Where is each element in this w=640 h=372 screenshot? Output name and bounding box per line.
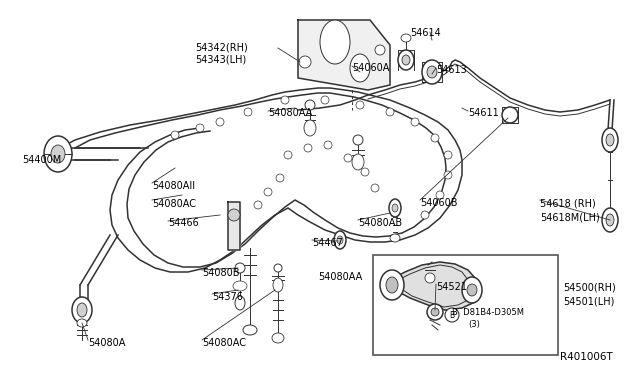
Ellipse shape xyxy=(228,209,240,221)
Ellipse shape xyxy=(51,145,65,163)
Text: 54080AC: 54080AC xyxy=(152,199,196,209)
Text: 54521: 54521 xyxy=(436,282,467,292)
Ellipse shape xyxy=(304,144,312,152)
Bar xyxy=(373,255,558,355)
Ellipse shape xyxy=(304,120,316,136)
Ellipse shape xyxy=(375,45,385,55)
Ellipse shape xyxy=(264,188,272,196)
Ellipse shape xyxy=(389,199,401,217)
Ellipse shape xyxy=(421,211,429,219)
Text: 54618 (RH): 54618 (RH) xyxy=(540,198,596,208)
Ellipse shape xyxy=(272,333,284,343)
Ellipse shape xyxy=(467,284,477,296)
Ellipse shape xyxy=(273,278,283,292)
Text: 54080AA: 54080AA xyxy=(318,272,362,282)
Text: 54080B: 54080B xyxy=(202,268,239,278)
Ellipse shape xyxy=(171,131,179,139)
Text: 54080AII: 54080AII xyxy=(152,181,195,191)
Ellipse shape xyxy=(233,281,247,291)
Polygon shape xyxy=(298,20,390,90)
Ellipse shape xyxy=(502,107,518,123)
Ellipse shape xyxy=(392,204,398,212)
Text: 54080AC: 54080AC xyxy=(202,338,246,348)
Ellipse shape xyxy=(602,208,618,232)
Ellipse shape xyxy=(274,264,282,272)
Ellipse shape xyxy=(431,134,439,142)
Ellipse shape xyxy=(284,151,292,159)
Ellipse shape xyxy=(77,319,87,327)
Ellipse shape xyxy=(462,277,482,303)
Text: (3): (3) xyxy=(468,320,480,329)
Ellipse shape xyxy=(427,304,443,320)
Ellipse shape xyxy=(254,201,262,209)
Text: 54400M: 54400M xyxy=(22,155,61,165)
Ellipse shape xyxy=(350,54,370,82)
Ellipse shape xyxy=(321,96,329,104)
Ellipse shape xyxy=(444,151,452,159)
Ellipse shape xyxy=(337,236,343,244)
Ellipse shape xyxy=(386,277,398,293)
Ellipse shape xyxy=(436,191,444,199)
Ellipse shape xyxy=(602,128,618,152)
Ellipse shape xyxy=(606,214,614,226)
Ellipse shape xyxy=(235,296,245,310)
Ellipse shape xyxy=(305,100,315,110)
Ellipse shape xyxy=(431,308,439,316)
Ellipse shape xyxy=(243,325,257,335)
Text: 54467: 54467 xyxy=(312,238,343,248)
Ellipse shape xyxy=(444,171,452,179)
Ellipse shape xyxy=(390,234,400,242)
Text: 54342(RH): 54342(RH) xyxy=(195,42,248,52)
Ellipse shape xyxy=(401,34,411,42)
Text: 54343(LH): 54343(LH) xyxy=(195,55,246,65)
Text: R401006T: R401006T xyxy=(560,352,612,362)
Ellipse shape xyxy=(77,303,87,317)
Text: 54613: 54613 xyxy=(436,65,467,75)
Text: 54060A: 54060A xyxy=(352,63,389,73)
Ellipse shape xyxy=(361,168,369,176)
Text: 54466: 54466 xyxy=(168,218,199,228)
Text: 54376: 54376 xyxy=(212,292,243,302)
Ellipse shape xyxy=(380,270,404,300)
Text: 54080A: 54080A xyxy=(88,338,125,348)
Ellipse shape xyxy=(235,263,245,273)
Ellipse shape xyxy=(244,108,252,116)
Polygon shape xyxy=(390,262,478,310)
Text: B  D81B4-D305M: B D81B4-D305M xyxy=(452,308,524,317)
Ellipse shape xyxy=(398,50,414,70)
Ellipse shape xyxy=(216,118,224,126)
Ellipse shape xyxy=(353,135,363,145)
Polygon shape xyxy=(228,202,240,250)
Ellipse shape xyxy=(281,96,289,104)
Text: 54060B: 54060B xyxy=(420,198,458,208)
Text: B: B xyxy=(449,311,454,320)
Text: 54080AB: 54080AB xyxy=(358,218,402,228)
Ellipse shape xyxy=(606,134,614,146)
Text: 54080AA: 54080AA xyxy=(268,108,312,118)
Text: 54618M(LH): 54618M(LH) xyxy=(540,212,600,222)
Ellipse shape xyxy=(425,273,435,283)
Ellipse shape xyxy=(427,66,437,78)
Ellipse shape xyxy=(44,136,72,172)
Ellipse shape xyxy=(422,60,442,84)
Text: 54614: 54614 xyxy=(410,28,441,38)
Text: 54501(LH): 54501(LH) xyxy=(563,296,614,306)
Ellipse shape xyxy=(411,118,419,126)
Text: 54500(RH): 54500(RH) xyxy=(563,282,616,292)
Ellipse shape xyxy=(334,231,346,249)
Ellipse shape xyxy=(386,108,394,116)
Ellipse shape xyxy=(344,154,352,162)
Ellipse shape xyxy=(324,141,332,149)
Ellipse shape xyxy=(402,55,410,65)
Ellipse shape xyxy=(72,297,92,323)
Ellipse shape xyxy=(371,184,379,192)
Ellipse shape xyxy=(299,56,311,68)
Ellipse shape xyxy=(356,101,364,109)
Ellipse shape xyxy=(320,20,350,64)
Text: 54611: 54611 xyxy=(468,108,499,118)
Ellipse shape xyxy=(352,154,364,170)
Ellipse shape xyxy=(196,124,204,132)
Ellipse shape xyxy=(445,308,459,322)
Ellipse shape xyxy=(276,174,284,182)
